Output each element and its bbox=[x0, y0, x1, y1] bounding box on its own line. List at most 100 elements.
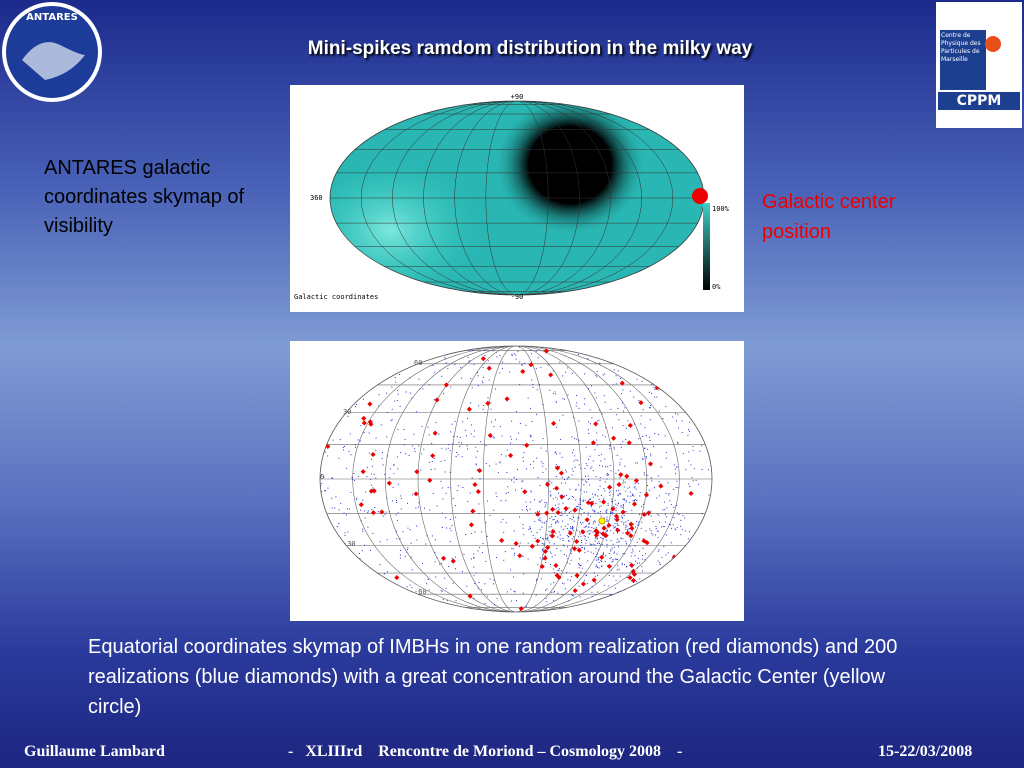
blue-dot bbox=[604, 373, 606, 375]
blue-dot bbox=[558, 521, 560, 523]
blue-dot bbox=[594, 544, 596, 546]
blue-dot bbox=[540, 578, 542, 580]
blue-dot bbox=[698, 483, 700, 485]
blue-dot bbox=[585, 542, 587, 544]
blue-dot bbox=[421, 453, 423, 455]
blue-dot bbox=[347, 531, 349, 533]
blue-dot bbox=[481, 589, 483, 591]
blue-dot bbox=[588, 479, 590, 481]
blue-dot bbox=[565, 469, 567, 471]
red-dot bbox=[624, 473, 630, 479]
blue-dot bbox=[531, 379, 533, 381]
blue-dot bbox=[397, 400, 399, 402]
blue-dot bbox=[409, 584, 411, 586]
blue-dot bbox=[595, 582, 597, 584]
blue-dot bbox=[544, 502, 546, 504]
blue-dot bbox=[535, 350, 537, 352]
blue-dot bbox=[578, 517, 580, 519]
blue-dot bbox=[614, 558, 616, 560]
blue-dot bbox=[503, 559, 505, 561]
blue-dot bbox=[360, 520, 362, 522]
blue-dot bbox=[469, 360, 471, 362]
blue-dot bbox=[373, 473, 375, 475]
blue-dot bbox=[440, 590, 442, 592]
blue-dot bbox=[635, 462, 637, 464]
blue-dot bbox=[595, 527, 597, 529]
map1-bottom-label: -90 bbox=[511, 293, 524, 301]
blue-dot bbox=[331, 477, 333, 479]
blue-dot bbox=[624, 481, 626, 483]
blue-dot bbox=[544, 543, 546, 545]
blue-dot bbox=[701, 445, 703, 447]
red-dot bbox=[631, 577, 637, 584]
blue-dot bbox=[620, 443, 622, 445]
blue-dot bbox=[632, 500, 634, 502]
blue-dot bbox=[637, 567, 639, 569]
blue-dot bbox=[633, 396, 635, 398]
blue-dot bbox=[591, 466, 593, 468]
blue-dot bbox=[383, 573, 385, 575]
red-dot bbox=[572, 588, 578, 594]
blue-dot bbox=[455, 600, 457, 602]
blue-dot bbox=[413, 433, 415, 435]
blue-dot bbox=[440, 460, 442, 462]
blue-dot bbox=[538, 501, 540, 503]
blue-dot bbox=[584, 499, 586, 501]
blue-dot bbox=[455, 505, 457, 507]
blue-dot bbox=[561, 511, 563, 513]
blue-dot bbox=[592, 543, 594, 545]
blue-dot bbox=[600, 560, 602, 562]
blue-dot bbox=[518, 432, 520, 434]
blue-dot bbox=[634, 564, 636, 566]
blue-dot bbox=[529, 508, 531, 510]
blue-dot bbox=[636, 499, 638, 501]
blue-dot bbox=[546, 601, 548, 603]
blue-dot bbox=[668, 524, 670, 526]
blue-dot bbox=[536, 389, 538, 391]
blue-dot bbox=[654, 534, 656, 536]
blue-dot bbox=[608, 474, 610, 476]
blue-dot bbox=[559, 534, 561, 536]
blue-dot bbox=[510, 438, 512, 440]
red-dot bbox=[688, 490, 694, 497]
blue-dot bbox=[633, 500, 635, 502]
blue-dot bbox=[465, 435, 467, 437]
blue-dot bbox=[529, 501, 531, 503]
blue-dot bbox=[571, 525, 573, 527]
blue-dot bbox=[572, 470, 574, 472]
blue-dot bbox=[641, 506, 643, 508]
blue-dot bbox=[664, 501, 666, 503]
blue-dot bbox=[391, 408, 393, 410]
blue-dot bbox=[438, 433, 440, 435]
red-dot bbox=[644, 540, 650, 546]
blue-dot bbox=[614, 522, 616, 524]
blue-dot bbox=[416, 525, 418, 527]
blue-dot bbox=[495, 351, 497, 353]
logo-text: ANTARES bbox=[26, 12, 78, 23]
blue-dot bbox=[589, 455, 591, 457]
blue-dot bbox=[658, 514, 660, 516]
blue-dot bbox=[598, 542, 600, 544]
blue-dot bbox=[642, 459, 644, 461]
blue-dot bbox=[502, 346, 504, 348]
blue-dot bbox=[597, 542, 599, 544]
blue-dot bbox=[388, 511, 390, 513]
blue-dot bbox=[551, 556, 553, 558]
blue-dot bbox=[559, 452, 561, 454]
blue-dot bbox=[535, 594, 537, 596]
blue-dot bbox=[678, 427, 680, 429]
blue-dot bbox=[504, 551, 506, 553]
blue-dot bbox=[478, 503, 480, 505]
blue-dot bbox=[584, 552, 586, 554]
blue-dot bbox=[677, 413, 679, 415]
blue-dot bbox=[555, 475, 557, 477]
blue-dot bbox=[577, 459, 579, 461]
blue-dot bbox=[597, 566, 599, 568]
blue-dot bbox=[513, 590, 515, 592]
red-dot bbox=[590, 440, 596, 446]
blue-dot bbox=[634, 531, 636, 533]
blue-dot bbox=[510, 442, 512, 444]
blue-dot bbox=[585, 526, 587, 528]
blue-dot bbox=[625, 499, 627, 501]
blue-dot bbox=[553, 599, 555, 601]
